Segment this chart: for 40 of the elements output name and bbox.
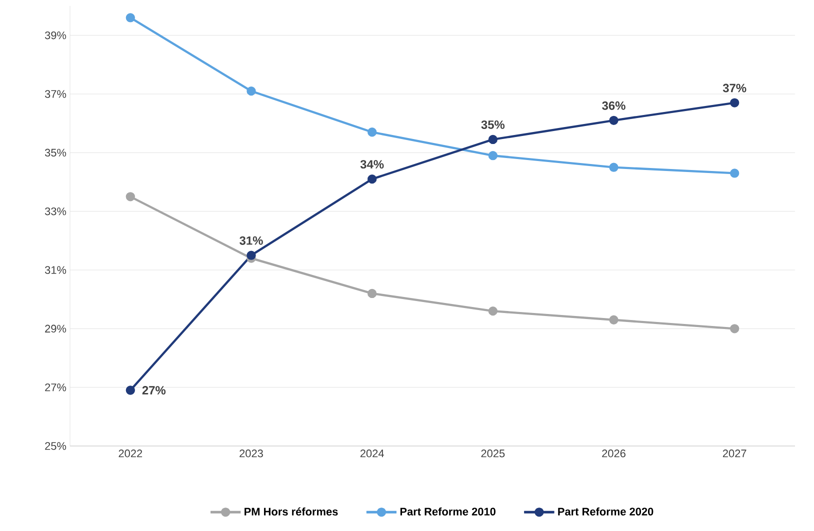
point bbox=[126, 386, 135, 395]
x-tick-label: 2026 bbox=[602, 450, 626, 458]
point bbox=[126, 13, 135, 22]
data-label: 37% bbox=[722, 84, 746, 92]
y-tick-label: 25% bbox=[45, 442, 66, 450]
x-tick-label: 2022 bbox=[118, 450, 142, 458]
point bbox=[126, 192, 135, 202]
point bbox=[730, 324, 740, 334]
legend-label: Part Reforme 2020 bbox=[558, 507, 654, 516]
y-tick-label: 29% bbox=[45, 324, 66, 333]
x-tick-label: 2024 bbox=[360, 450, 384, 458]
y-tick-label: 33% bbox=[44, 207, 66, 216]
x-tick-label: 2027 bbox=[722, 450, 746, 458]
y-tick-label: 27% bbox=[45, 383, 66, 392]
legend-label: PM Hors réformes bbox=[244, 507, 338, 516]
point bbox=[730, 98, 740, 108]
point bbox=[609, 315, 618, 324]
data-label: 36% bbox=[602, 101, 626, 110]
point bbox=[368, 174, 377, 184]
point bbox=[730, 168, 740, 178]
point bbox=[488, 306, 498, 316]
point bbox=[368, 288, 377, 298]
point bbox=[609, 162, 618, 172]
point bbox=[246, 86, 256, 96]
x-tick-label: 2023 bbox=[240, 450, 263, 458]
y-tick-label: 31% bbox=[44, 266, 66, 274]
data-label: 34% bbox=[360, 160, 384, 169]
data-label: 35% bbox=[481, 120, 505, 129]
point bbox=[488, 134, 498, 144]
data-label: 31% bbox=[240, 236, 263, 245]
point bbox=[609, 116, 618, 125]
y-tick-label: 35% bbox=[44, 148, 66, 157]
point bbox=[368, 128, 377, 137]
point bbox=[246, 250, 256, 260]
x-tick-label: 2025 bbox=[481, 450, 505, 458]
y-tick-label: 37% bbox=[44, 90, 66, 98]
legend-label: Part Reforme 2010 bbox=[400, 507, 496, 516]
point bbox=[488, 151, 498, 160]
data-label: 27% bbox=[142, 386, 166, 394]
y-tick-label: 39% bbox=[44, 31, 66, 40]
